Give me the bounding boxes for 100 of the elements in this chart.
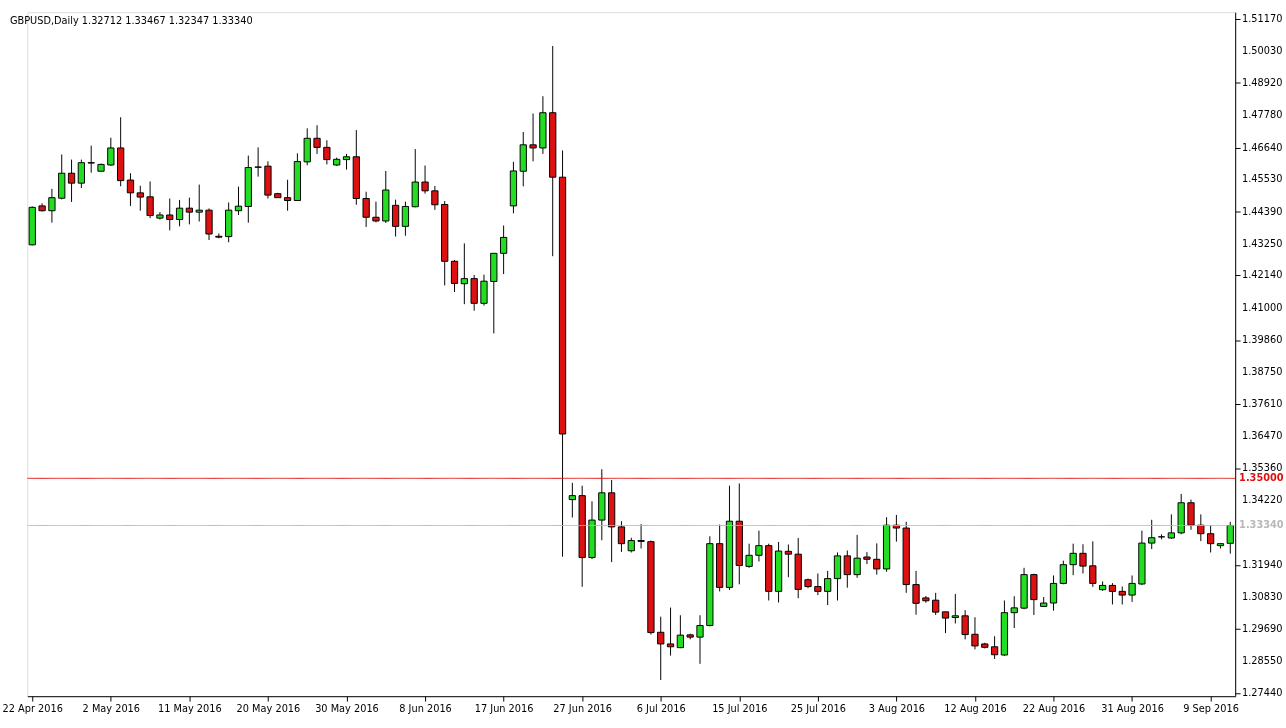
candlestick [48,188,56,224]
x-tick-label: 25 Jul 2016 [790,703,846,715]
candlestick [1197,513,1205,542]
candlestick [1108,582,1117,605]
y-tick-label: 1.28550 [1242,655,1283,667]
candlestick [568,482,576,519]
candlestick [450,259,459,293]
candlestick [1187,499,1195,531]
x-tick-label: 11 May 2016 [158,703,222,715]
y-tick-label: 1.44390 [1242,205,1283,217]
candlestick [107,137,115,167]
ref-line-label: 1.33340 [1239,519,1284,531]
y-tick-label: 1.31940 [1242,559,1283,571]
x-tick-label: 3 Aug 2016 [868,703,926,715]
candlestick [843,549,851,589]
candlestick [1049,574,1058,612]
candlestick [421,165,429,195]
candlestick [990,635,999,660]
candlestick [676,614,684,649]
candlestick [755,530,763,563]
x-tick-label: 20 May 2016 [236,703,301,715]
candlestick [323,139,331,165]
candlestick [932,592,940,616]
candlestick [912,570,920,616]
candlestick [1089,540,1097,588]
x-tick-label: 27 Jun 2016 [553,703,613,715]
candlestick [1069,543,1077,576]
candlestick [941,611,950,634]
candlestick [77,159,85,189]
candlestick [362,191,370,228]
candlestick [185,197,194,225]
y-tick-label: 1.39860 [1242,334,1283,346]
candlestick [666,607,675,657]
candlestick [784,544,793,578]
candlestick [480,274,488,307]
candlestick [283,179,292,212]
candlestick [1079,543,1087,574]
x-tick-label: 31 Aug 2016 [1101,703,1164,715]
x-tick-label: 9 Sep 2016 [1183,703,1239,715]
y-tick-label: 1.50030 [1242,45,1283,57]
y-tick-label: 1.35360 [1242,462,1283,474]
candlestick [195,184,203,223]
candlestick [175,199,184,227]
candlestick [313,124,321,155]
candlestick [401,201,410,237]
x-tick-label: 6 Jul 2016 [636,703,686,715]
candlestick [863,551,871,565]
y-tick-label: 1.36470 [1242,430,1283,442]
candlestick [1128,574,1136,603]
y-tick-label: 1.48920 [1242,76,1283,88]
candlestick [853,534,861,579]
candlestick [254,146,262,178]
x-tick-label: 17 Jun 2016 [474,703,534,715]
x-tick-label: 15 Jul 2016 [712,703,768,715]
candlestick [205,207,213,241]
candlestick [814,573,822,596]
x-tick-label: 22 Apr 2016 [2,703,63,715]
candlestick [391,199,400,238]
candlestick [745,543,753,569]
y-tick-label: 1.43250 [1242,237,1283,249]
chart-title: GBPUSD,Daily 1.32712 1.33467 1.32347 1.33340 [9,14,253,26]
candlestick [824,570,832,606]
candlestick [303,127,311,166]
candlestick [696,614,704,665]
candlestick [146,180,154,219]
candlestick [460,242,468,305]
candlestick [166,198,174,231]
candlestick [873,542,881,576]
candlestick [499,225,508,275]
y-tick-label: 1.46640 [1242,141,1283,153]
candlestick [951,593,959,624]
candlestick [617,520,626,553]
candlestick [126,172,135,207]
x-tick-label: 12 Aug 2016 [944,703,1007,715]
y-tick-label: 1.41000 [1242,301,1283,313]
y-tick-label: 1.37610 [1242,398,1283,410]
ref-line-label: 1.35000 [1239,472,1284,484]
candlestick [67,159,76,203]
x-tick-label: 30 May 2016 [315,703,379,715]
candlestick [529,113,537,162]
y-tick-label: 1.38750 [1242,365,1283,377]
candlestick [136,185,144,212]
y-tick-label: 1.34220 [1242,494,1283,506]
y-tick-label: 1.27440 [1242,687,1283,699]
x-tick-label: 8 Jun 2016 [399,703,452,715]
candlestick [961,609,969,640]
candlestick [833,551,842,601]
candlestick [1167,513,1175,540]
candlestick [657,616,665,681]
x-tick-label: 22 Aug 2016 [1022,703,1086,715]
y-tick-label: 1.51170 [1242,12,1283,24]
candlestick [637,523,645,549]
candlestick [1207,524,1215,553]
y-tick-label: 1.47780 [1242,109,1283,121]
y-tick-label: 1.45530 [1242,173,1283,185]
y-tick-label: 1.29690 [1242,623,1283,635]
candlestick [431,185,439,211]
candlestick [1010,595,1018,629]
candlestick [234,186,243,216]
y-tick-label: 1.30830 [1242,590,1283,602]
